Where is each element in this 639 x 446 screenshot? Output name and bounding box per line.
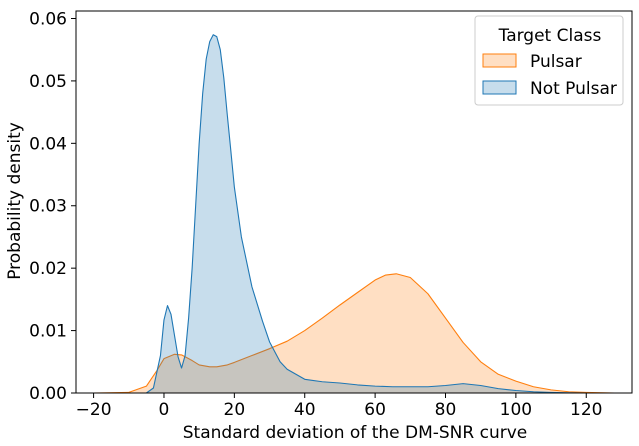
legend-box xyxy=(474,15,624,106)
legend-title: Target Class xyxy=(498,26,602,46)
y-tick-label: 0.03 xyxy=(29,197,67,217)
y-tick-label: 0.04 xyxy=(29,134,67,154)
legend-swatch-pulsar xyxy=(482,53,517,68)
x-tick-label: 60 xyxy=(364,400,386,420)
legend-swatch-not-pulsar xyxy=(482,80,517,95)
density-area-not-pulsar xyxy=(93,34,587,393)
density-area-pulsar xyxy=(93,273,615,393)
x-axis-label: Standard deviation of the DM-SNR curve xyxy=(183,423,528,443)
x-tick-label: 100 xyxy=(500,400,532,420)
y-tick-label: 0.00 xyxy=(29,384,67,404)
density-line-pulsar xyxy=(93,273,615,393)
x-tick-label: 40 xyxy=(294,400,316,420)
y-tick-label: 0.05 xyxy=(29,72,67,92)
y-tick-label: 0.01 xyxy=(29,322,67,342)
axes: −20 0 20 40 60 80 100 120 0.00 0.01 0.02 0.03 0.04 0.… xyxy=(29,9,602,420)
legend: Target Class Pulsar Not Pulsar xyxy=(474,15,624,106)
plot-area xyxy=(93,34,615,393)
y-axis-label: Probability density xyxy=(5,122,25,280)
legend-label-not-pulsar: Not Pulsar xyxy=(530,79,617,99)
x-tick-label: 120 xyxy=(570,400,602,420)
x-tick-label: 20 xyxy=(224,400,246,420)
x-tick-label: −20 xyxy=(76,400,112,420)
axes-frame xyxy=(75,10,633,394)
x-tick-label: 80 xyxy=(435,400,457,420)
y-tick-label: 0.02 xyxy=(29,259,67,279)
legend-label-pulsar: Pulsar xyxy=(530,52,582,72)
x-tick-label: 0 xyxy=(159,400,170,420)
y-tick-label: 0.06 xyxy=(29,9,67,29)
density-line-not-pulsar xyxy=(93,34,587,393)
